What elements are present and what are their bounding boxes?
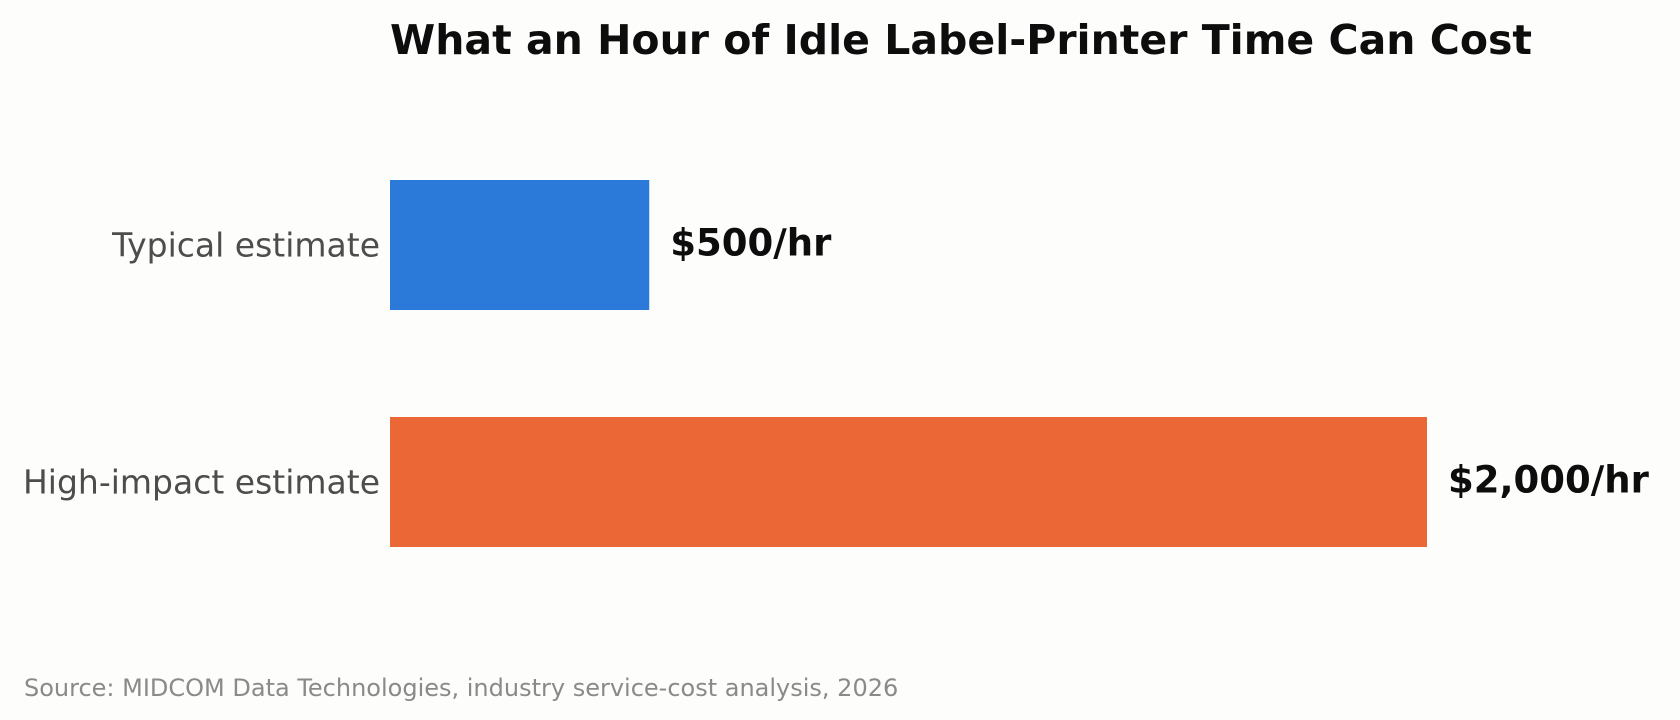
value-label: $500/hr [670,222,832,265]
category-label: High-impact estimate [23,463,380,502]
category-label: Typical estimate [111,226,380,265]
bar-1 [390,180,650,310]
bars-group: Typical estimate $500/hr High-impact estim… [23,180,1650,547]
value-label: $2,000/hr [1448,459,1650,502]
chart-title: What an Hour of Idle Label-Printer Time … [390,16,1532,64]
source-note: Source: MIDCOM Data Technologies, indust… [24,674,898,702]
bar-2 [390,417,1427,547]
